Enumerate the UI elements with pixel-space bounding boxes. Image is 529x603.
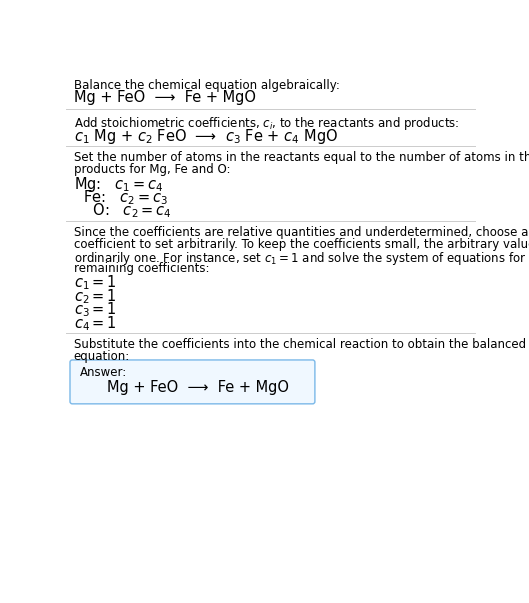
Text: Mg + FeO  ⟶  Fe + MgO: Mg + FeO ⟶ Fe + MgO	[74, 90, 256, 106]
Text: $c_3 = 1$: $c_3 = 1$	[74, 301, 117, 320]
Text: Answer:: Answer:	[80, 366, 127, 379]
Text: products for Mg, Fe and O:: products for Mg, Fe and O:	[74, 163, 230, 176]
Text: Mg + FeO  ⟶  Fe + MgO: Mg + FeO ⟶ Fe + MgO	[107, 380, 289, 394]
Text: Since the coefficients are relative quantities and underdetermined, choose a: Since the coefficients are relative quan…	[74, 226, 528, 239]
Text: Mg:   $c_1 = c_4$: Mg: $c_1 = c_4$	[74, 175, 163, 194]
Text: Add stoichiometric coefficients, $c_i$, to the reactants and products:: Add stoichiometric coefficients, $c_i$, …	[74, 115, 459, 131]
Text: Substitute the coefficients into the chemical reaction to obtain the balanced: Substitute the coefficients into the che…	[74, 338, 526, 352]
Text: remaining coefficients:: remaining coefficients:	[74, 262, 209, 275]
Text: Balance the chemical equation algebraically:: Balance the chemical equation algebraica…	[74, 78, 340, 92]
Text: ordinarily one. For instance, set $c_1 = 1$ and solve the system of equations fo: ordinarily one. For instance, set $c_1 =…	[74, 250, 529, 267]
FancyBboxPatch shape	[70, 360, 315, 404]
Text: equation:: equation:	[74, 350, 130, 364]
Text: O:   $c_2 = c_4$: O: $c_2 = c_4$	[74, 202, 172, 221]
Text: coefficient to set arbitrarily. To keep the coefficients small, the arbitrary va: coefficient to set arbitrarily. To keep …	[74, 238, 529, 251]
Text: $c_1 = 1$: $c_1 = 1$	[74, 274, 117, 292]
Text: Set the number of atoms in the reactants equal to the number of atoms in the: Set the number of atoms in the reactants…	[74, 151, 529, 164]
Text: $c_2 = 1$: $c_2 = 1$	[74, 287, 117, 306]
Text: Fe:   $c_2 = c_3$: Fe: $c_2 = c_3$	[74, 188, 168, 207]
Text: $c_4 = 1$: $c_4 = 1$	[74, 314, 117, 333]
Text: $c_1$ Mg + $c_2$ FeO  ⟶  $c_3$ Fe + $c_4$ MgO: $c_1$ Mg + $c_2$ FeO ⟶ $c_3$ Fe + $c_4$ …	[74, 127, 338, 146]
